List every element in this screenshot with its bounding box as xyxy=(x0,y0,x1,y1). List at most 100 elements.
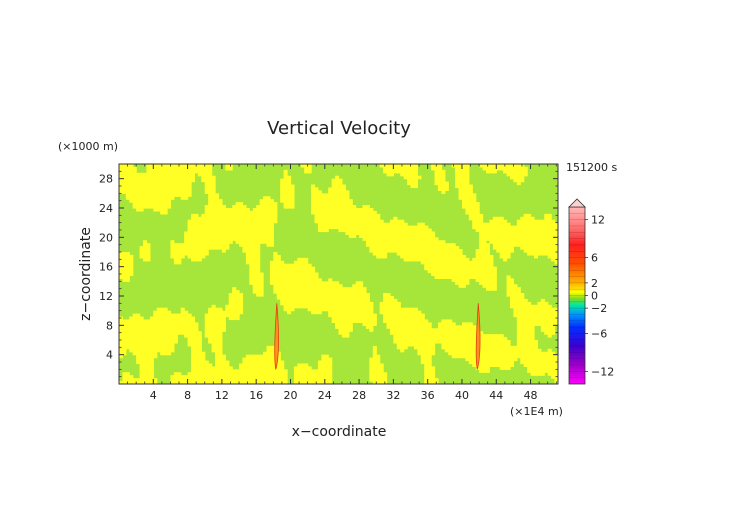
field-cell xyxy=(252,225,257,230)
field-cell xyxy=(177,313,182,318)
field-cell xyxy=(513,240,518,244)
field-cell xyxy=(304,381,309,384)
field-cell xyxy=(263,210,268,215)
field-cell xyxy=(173,187,178,191)
field-cell xyxy=(537,304,542,309)
field-cell xyxy=(160,319,165,323)
field-cell xyxy=(482,225,487,230)
field-cell xyxy=(180,164,185,168)
field-cell xyxy=(393,340,398,344)
field-cell xyxy=(283,181,288,186)
field-cell xyxy=(458,175,463,180)
field-cell xyxy=(304,366,309,370)
field-cell xyxy=(533,246,539,250)
field-cell xyxy=(122,337,127,341)
field-cell xyxy=(441,252,446,256)
field-cell xyxy=(307,164,312,168)
field-cell xyxy=(348,307,353,312)
field-cell xyxy=(345,190,350,194)
field-cell xyxy=(365,307,370,312)
field-cell xyxy=(472,357,477,362)
field-cell xyxy=(143,328,148,332)
field-cell xyxy=(249,272,254,277)
updraft-columns xyxy=(274,303,481,370)
field-cell xyxy=(314,284,319,288)
field-cell xyxy=(297,298,302,303)
field-cell xyxy=(455,172,460,177)
field-cell xyxy=(204,243,209,247)
field-cell xyxy=(125,319,130,323)
field-cell xyxy=(311,272,316,277)
field-cell xyxy=(359,290,364,294)
field-cell xyxy=(365,310,370,315)
field-cell xyxy=(544,231,549,235)
field-cell xyxy=(125,378,130,382)
field-cell xyxy=(331,202,336,206)
field-cell xyxy=(228,213,233,218)
field-cell xyxy=(393,246,398,250)
field-cell xyxy=(506,342,511,347)
field-cell xyxy=(280,193,285,197)
field-cell xyxy=(396,310,401,315)
field-cell xyxy=(461,178,466,183)
field-cell xyxy=(499,340,504,344)
field-cell xyxy=(122,164,127,168)
field-cell xyxy=(441,272,446,277)
field-cell xyxy=(208,219,213,224)
field-cell xyxy=(149,166,154,171)
field-cell xyxy=(335,190,340,194)
field-cell xyxy=(173,164,178,168)
field-cell xyxy=(232,234,237,238)
field-cell xyxy=(293,272,298,277)
field-cell xyxy=(184,313,189,318)
field-cell xyxy=(311,208,316,212)
field-cell xyxy=(177,254,182,259)
field-cell xyxy=(256,275,261,279)
field-cell xyxy=(252,360,257,365)
field-cell xyxy=(365,210,370,215)
field-cell xyxy=(197,351,202,356)
field-cell xyxy=(489,345,494,350)
field-cell xyxy=(201,381,206,384)
field-cell xyxy=(413,178,418,183)
field-cell xyxy=(129,169,134,174)
field-cell xyxy=(520,231,525,235)
field-cell xyxy=(389,169,394,174)
field-cell xyxy=(499,164,504,168)
field-cell xyxy=(328,210,333,215)
field-cell xyxy=(167,348,172,353)
field-cell xyxy=(420,334,425,338)
field-cell xyxy=(149,175,154,180)
field-cell xyxy=(215,340,220,344)
field-cell xyxy=(496,216,501,221)
field-cell xyxy=(239,216,244,221)
field-cell xyxy=(287,275,292,279)
field-cell xyxy=(509,284,515,288)
field-cell xyxy=(163,193,168,197)
field-cell xyxy=(149,316,154,321)
field-cell xyxy=(256,363,261,367)
field-cell xyxy=(221,249,226,253)
field-cell xyxy=(455,275,460,279)
field-cell xyxy=(290,272,295,277)
field-cell xyxy=(146,178,151,183)
field-cell xyxy=(458,328,463,332)
field-cell xyxy=(184,169,189,174)
field-cell xyxy=(235,237,240,241)
field-cell xyxy=(489,278,494,282)
field-cell xyxy=(184,175,189,180)
field-cell xyxy=(365,325,370,329)
field-cell xyxy=(119,354,124,359)
field-cell xyxy=(239,296,244,300)
field-cell xyxy=(489,272,494,277)
field-cell xyxy=(187,342,192,347)
field-cell xyxy=(280,190,285,194)
field-cell xyxy=(523,225,528,230)
field-cell xyxy=(393,240,398,244)
field-cell xyxy=(516,231,521,235)
field-cell xyxy=(509,166,515,171)
field-cell xyxy=(259,237,264,241)
field-cell xyxy=(427,322,432,326)
field-cell xyxy=(393,319,398,323)
field-cell xyxy=(173,243,178,247)
